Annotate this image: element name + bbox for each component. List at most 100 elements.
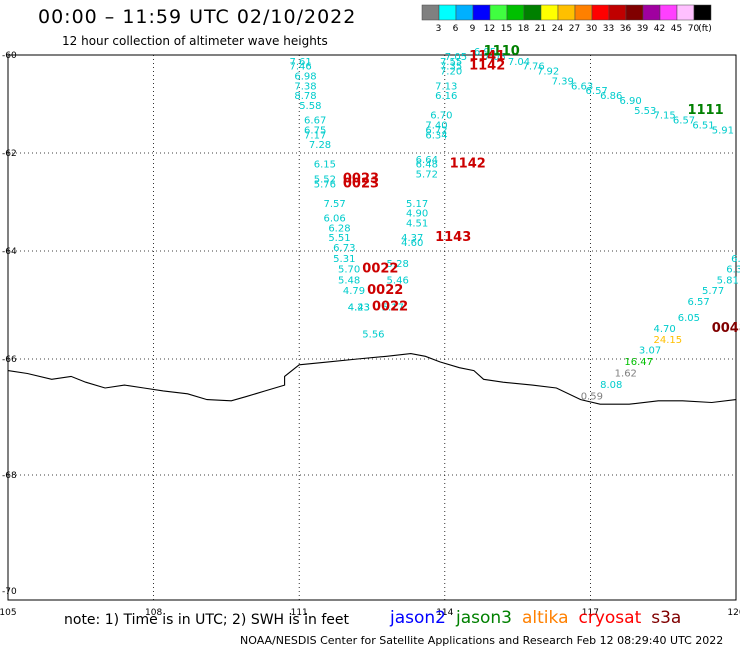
swh-value-label: 5.48 <box>338 275 360 286</box>
swh-value-label: 4.60 <box>401 238 423 249</box>
swh-value-label: 6.05 <box>678 313 700 324</box>
axis-labels: 105 108 111 114 117 120 -60 -62 -64 -66 -68 -70 <box>0 51 740 618</box>
lat-tick-label: -64 <box>2 247 17 257</box>
scale-swatch <box>642 4 661 21</box>
satellite-name: s3a <box>651 608 682 628</box>
swh-value-label: 6.34 <box>425 130 447 141</box>
scale-label: 9 <box>470 24 476 34</box>
scale-label: 27 <box>569 24 580 34</box>
time-label: 0023 <box>343 176 379 191</box>
footnote: note: 1) Time is in UTC; 2) SWH is in fe… <box>64 612 350 628</box>
scale-label: 42 <box>654 24 665 34</box>
swh-value-label: 4.23 <box>348 302 370 313</box>
satellite-name: jason2 <box>390 608 446 628</box>
swh-value-label: 6.48 <box>416 160 438 171</box>
swh-value-label: 7.17 <box>304 130 326 141</box>
scale-swatch <box>506 4 525 21</box>
time-label: 0022 <box>362 262 398 277</box>
lon-tick-label: 111 <box>291 608 308 618</box>
swh-value-label: 6.73 <box>333 243 355 254</box>
swh-value-label: 7.39 <box>552 76 574 87</box>
swh-value-label: 6.67 <box>304 116 326 127</box>
lon-tick-label: 108 <box>145 608 162 618</box>
swh-value-label: 5.56 <box>362 329 384 340</box>
swh-value-label: 5.70 <box>338 265 360 276</box>
scale-swatch <box>676 4 695 21</box>
swh-value-label: 7.20 <box>440 67 462 78</box>
swh-value-label: 6.63 <box>571 81 593 92</box>
time-label: 1143 <box>435 230 471 245</box>
scale-label: 39 <box>637 24 649 34</box>
swh-value-label: 7.13 <box>435 81 457 92</box>
scale-label: 3 <box>436 24 442 34</box>
swh-value-label: 7.76 <box>522 62 544 73</box>
map-title: 00:00 – 11:59 UTC 02/10/2022 <box>38 6 357 28</box>
swh-value-label: 6.90 <box>620 96 642 107</box>
swh-value-label: 5.46 <box>387 275 409 286</box>
scale-label: 21 <box>535 24 546 34</box>
swh-value-label: 3.07 <box>639 346 661 357</box>
map-frame <box>7 54 737 601</box>
swh-value-label: 6.57 <box>586 86 608 97</box>
scale-swatch <box>625 4 644 21</box>
swh-labels: 7.617.466.987.388.785.58 6.676.757.177.28… <box>289 44 740 403</box>
swh-value-label: 4.79 <box>343 286 365 297</box>
scale-swatch <box>659 4 678 21</box>
scale-label: 30 <box>586 24 598 34</box>
scale-unit: (ft) <box>698 24 712 34</box>
satellite-name: jason3 <box>456 608 512 628</box>
time-label: 1142 <box>469 59 505 74</box>
color-scale-legend: 3 6 9 12 15 18 21 24 27 30 33 36 39 42 45 70(ft) <box>421 4 712 34</box>
swh-value-label: 7.04 <box>508 57 530 68</box>
swh-value-label: 6.3 <box>726 265 740 276</box>
swh-value-label: 7.46 <box>289 62 311 73</box>
coastline <box>7 353 737 405</box>
time-label: 0048 <box>712 321 740 336</box>
swh-value-label: 8.78 <box>294 91 316 102</box>
swh-value-label: 0.59 <box>581 392 603 403</box>
scale-swatch <box>608 4 627 21</box>
swh-value-label: 5.72 <box>416 170 438 181</box>
swh-value-label: 5.51 <box>328 233 350 244</box>
lon-tick-label: 114 <box>436 608 453 618</box>
scale-label: 12 <box>484 24 495 34</box>
time-label: 0022 <box>367 283 403 298</box>
satellite-name: cryosat <box>578 608 642 628</box>
swh-value-label: 6.98 <box>294 72 316 83</box>
swh-value-label: 6.75 <box>304 125 326 136</box>
time-label: 0023 <box>343 171 379 186</box>
time-label: 0022 <box>372 299 408 314</box>
swh-value-label: 7.05 <box>445 52 467 63</box>
swh-value-label: 7.61 <box>289 57 311 68</box>
lon-tick-label: 120 <box>727 608 740 618</box>
map-subtitle: 12 hour collection of altimeter wave hei… <box>62 34 328 48</box>
swh-value-label: 4.90 <box>406 209 428 220</box>
scale-swatch <box>489 4 508 21</box>
credit-line: NOAA/NESDIS Center for Satellite Applica… <box>240 634 724 647</box>
swh-value-label: 7.55 <box>440 57 462 68</box>
lat-tick-label: -66 <box>2 355 17 365</box>
lon-tick-label: 117 <box>582 608 599 618</box>
satellite-legend: jason2 jason3 altika cryosat s3a <box>390 608 691 628</box>
scale-label: 36 <box>620 24 632 34</box>
swh-value-label: 6.16 <box>435 91 457 102</box>
swh-value-label: 5.52 <box>314 174 336 185</box>
swh-value-label: 6.86 <box>600 91 622 102</box>
swh-value-label: 7.38 <box>294 81 316 92</box>
swh-value-label: 5.28 <box>387 259 409 270</box>
time-label: 1110 <box>484 44 520 59</box>
swh-value-label: 24.15 <box>653 335 682 346</box>
swh-value-label: 7.15 <box>653 111 675 122</box>
graticule <box>8 55 736 600</box>
swh-value-label: 5.58 <box>299 101 321 112</box>
swh-value-label: 8.08 <box>600 380 622 391</box>
swh-value-label: 7.05 <box>484 52 506 63</box>
swh-value-label: 6.70 <box>430 111 452 122</box>
lat-tick-label: -60 <box>2 51 17 61</box>
lat-tick-label: -62 <box>2 149 17 159</box>
scale-swatch <box>591 4 610 21</box>
lon-tick-label: 105 <box>0 608 17 618</box>
swh-value-label: 6.15 <box>314 160 336 171</box>
scale-swatch <box>472 4 491 21</box>
